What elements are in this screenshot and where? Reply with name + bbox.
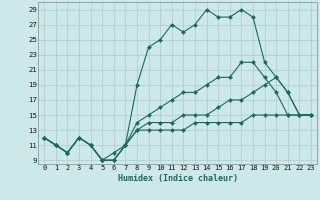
X-axis label: Humidex (Indice chaleur): Humidex (Indice chaleur) — [118, 174, 238, 183]
